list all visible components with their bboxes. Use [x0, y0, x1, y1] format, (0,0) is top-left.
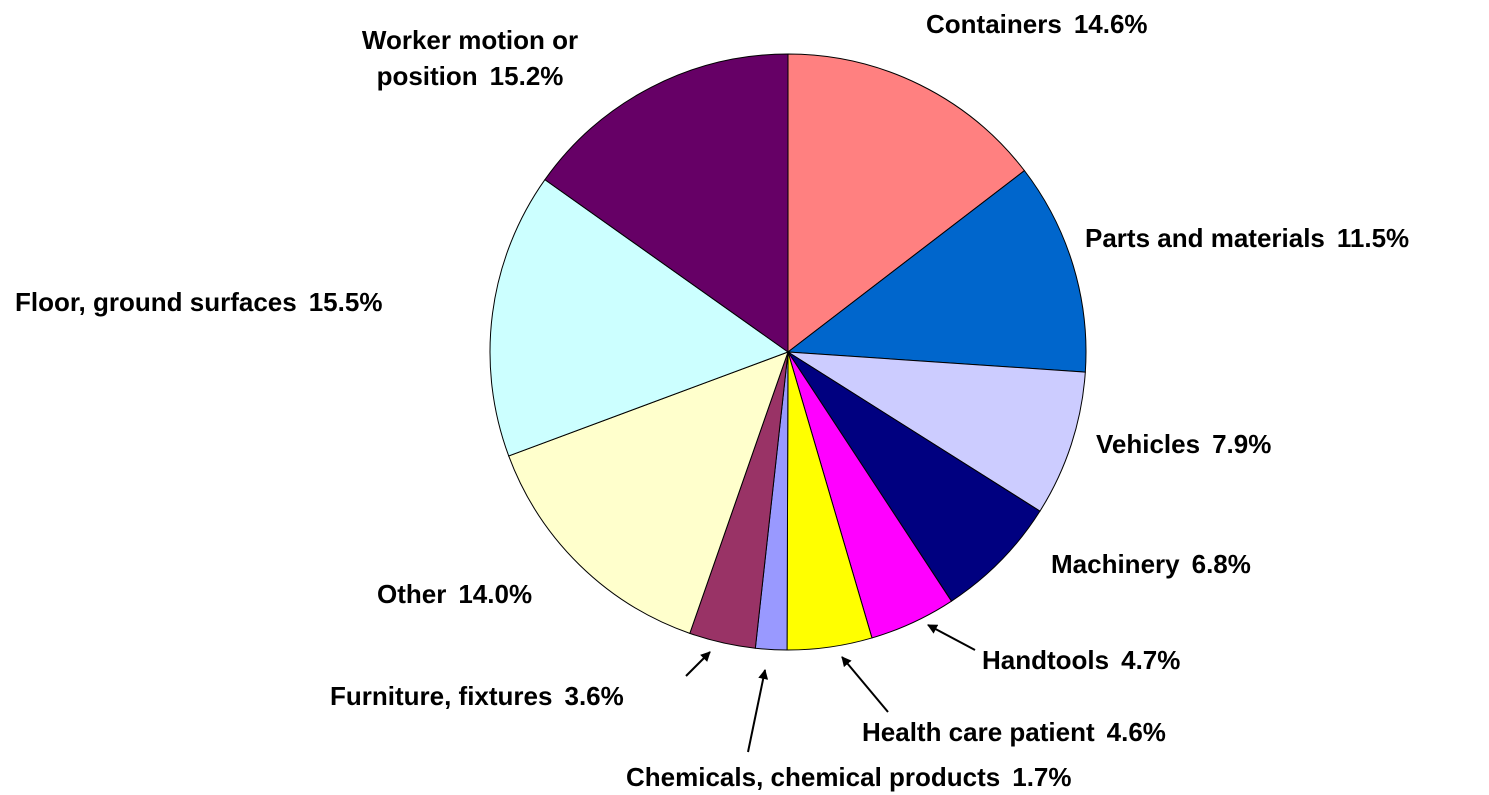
leader-arrow: [747, 669, 769, 753]
value-label: 4.6%: [1106, 717, 1166, 747]
leader-arrow: [685, 651, 711, 677]
slice-label: Other 14.0%: [377, 576, 532, 612]
value-label: 15.2%: [489, 61, 564, 91]
category-name: Furniture, fixtures: [330, 681, 553, 711]
pie-slice: [786, 169, 1087, 373]
category-name: Vehicles: [1096, 429, 1201, 459]
value-label: 1.7%: [1012, 762, 1072, 792]
slice-label: Health care patient 4.6%: [862, 714, 1166, 750]
category-name: Handtools: [982, 645, 1110, 675]
slice-label: Floor, ground surfaces 15.5%: [15, 284, 382, 320]
value-label: 14.6%: [1073, 9, 1148, 39]
pie-slice: [787, 53, 1026, 354]
slice-label: Handtools 4.7%: [982, 642, 1180, 678]
value-label: 15.5%: [308, 287, 383, 317]
pie-slice: [787, 351, 1086, 512]
value-label: 14.0%: [458, 579, 533, 609]
value-label: 6.8%: [1191, 549, 1251, 579]
category-name: Containers: [926, 9, 1062, 39]
pie-slice: [787, 351, 1041, 602]
category-name: Floor, ground surfaces: [15, 287, 297, 317]
slice-label: Vehicles 7.9%: [1096, 426, 1271, 462]
category-name: Health care patient: [862, 717, 1095, 747]
category-name: Worker motion or position: [361, 25, 579, 91]
slice-label: Furniture, fixtures 3.6%: [330, 678, 624, 714]
pie-slice: [489, 178, 790, 457]
slice-label: Chemicals, chemical products 1.7%: [626, 759, 1072, 795]
slice-label: Worker motion or position 15.2%: [320, 22, 620, 94]
category-name: Other: [377, 579, 447, 609]
leader-arrow: [927, 624, 976, 651]
value-label: 7.9%: [1212, 429, 1272, 459]
category-name: Parts and materials: [1085, 223, 1325, 253]
category-name: Chemicals, chemical products: [626, 762, 1001, 792]
pie-slice: [544, 53, 789, 353]
slice-label: Containers 14.6%: [926, 6, 1148, 42]
slice-label: Machinery 6.8%: [1051, 546, 1251, 582]
value-label: 3.6%: [564, 681, 624, 711]
pie-slice: [508, 351, 789, 634]
category-name: Machinery: [1051, 549, 1180, 579]
value-label: 11.5%: [1336, 223, 1410, 253]
leader-arrow: [841, 656, 889, 713]
value-label: 4.7%: [1121, 645, 1181, 675]
slice-label: Parts and materials 11.5%: [1085, 220, 1409, 256]
